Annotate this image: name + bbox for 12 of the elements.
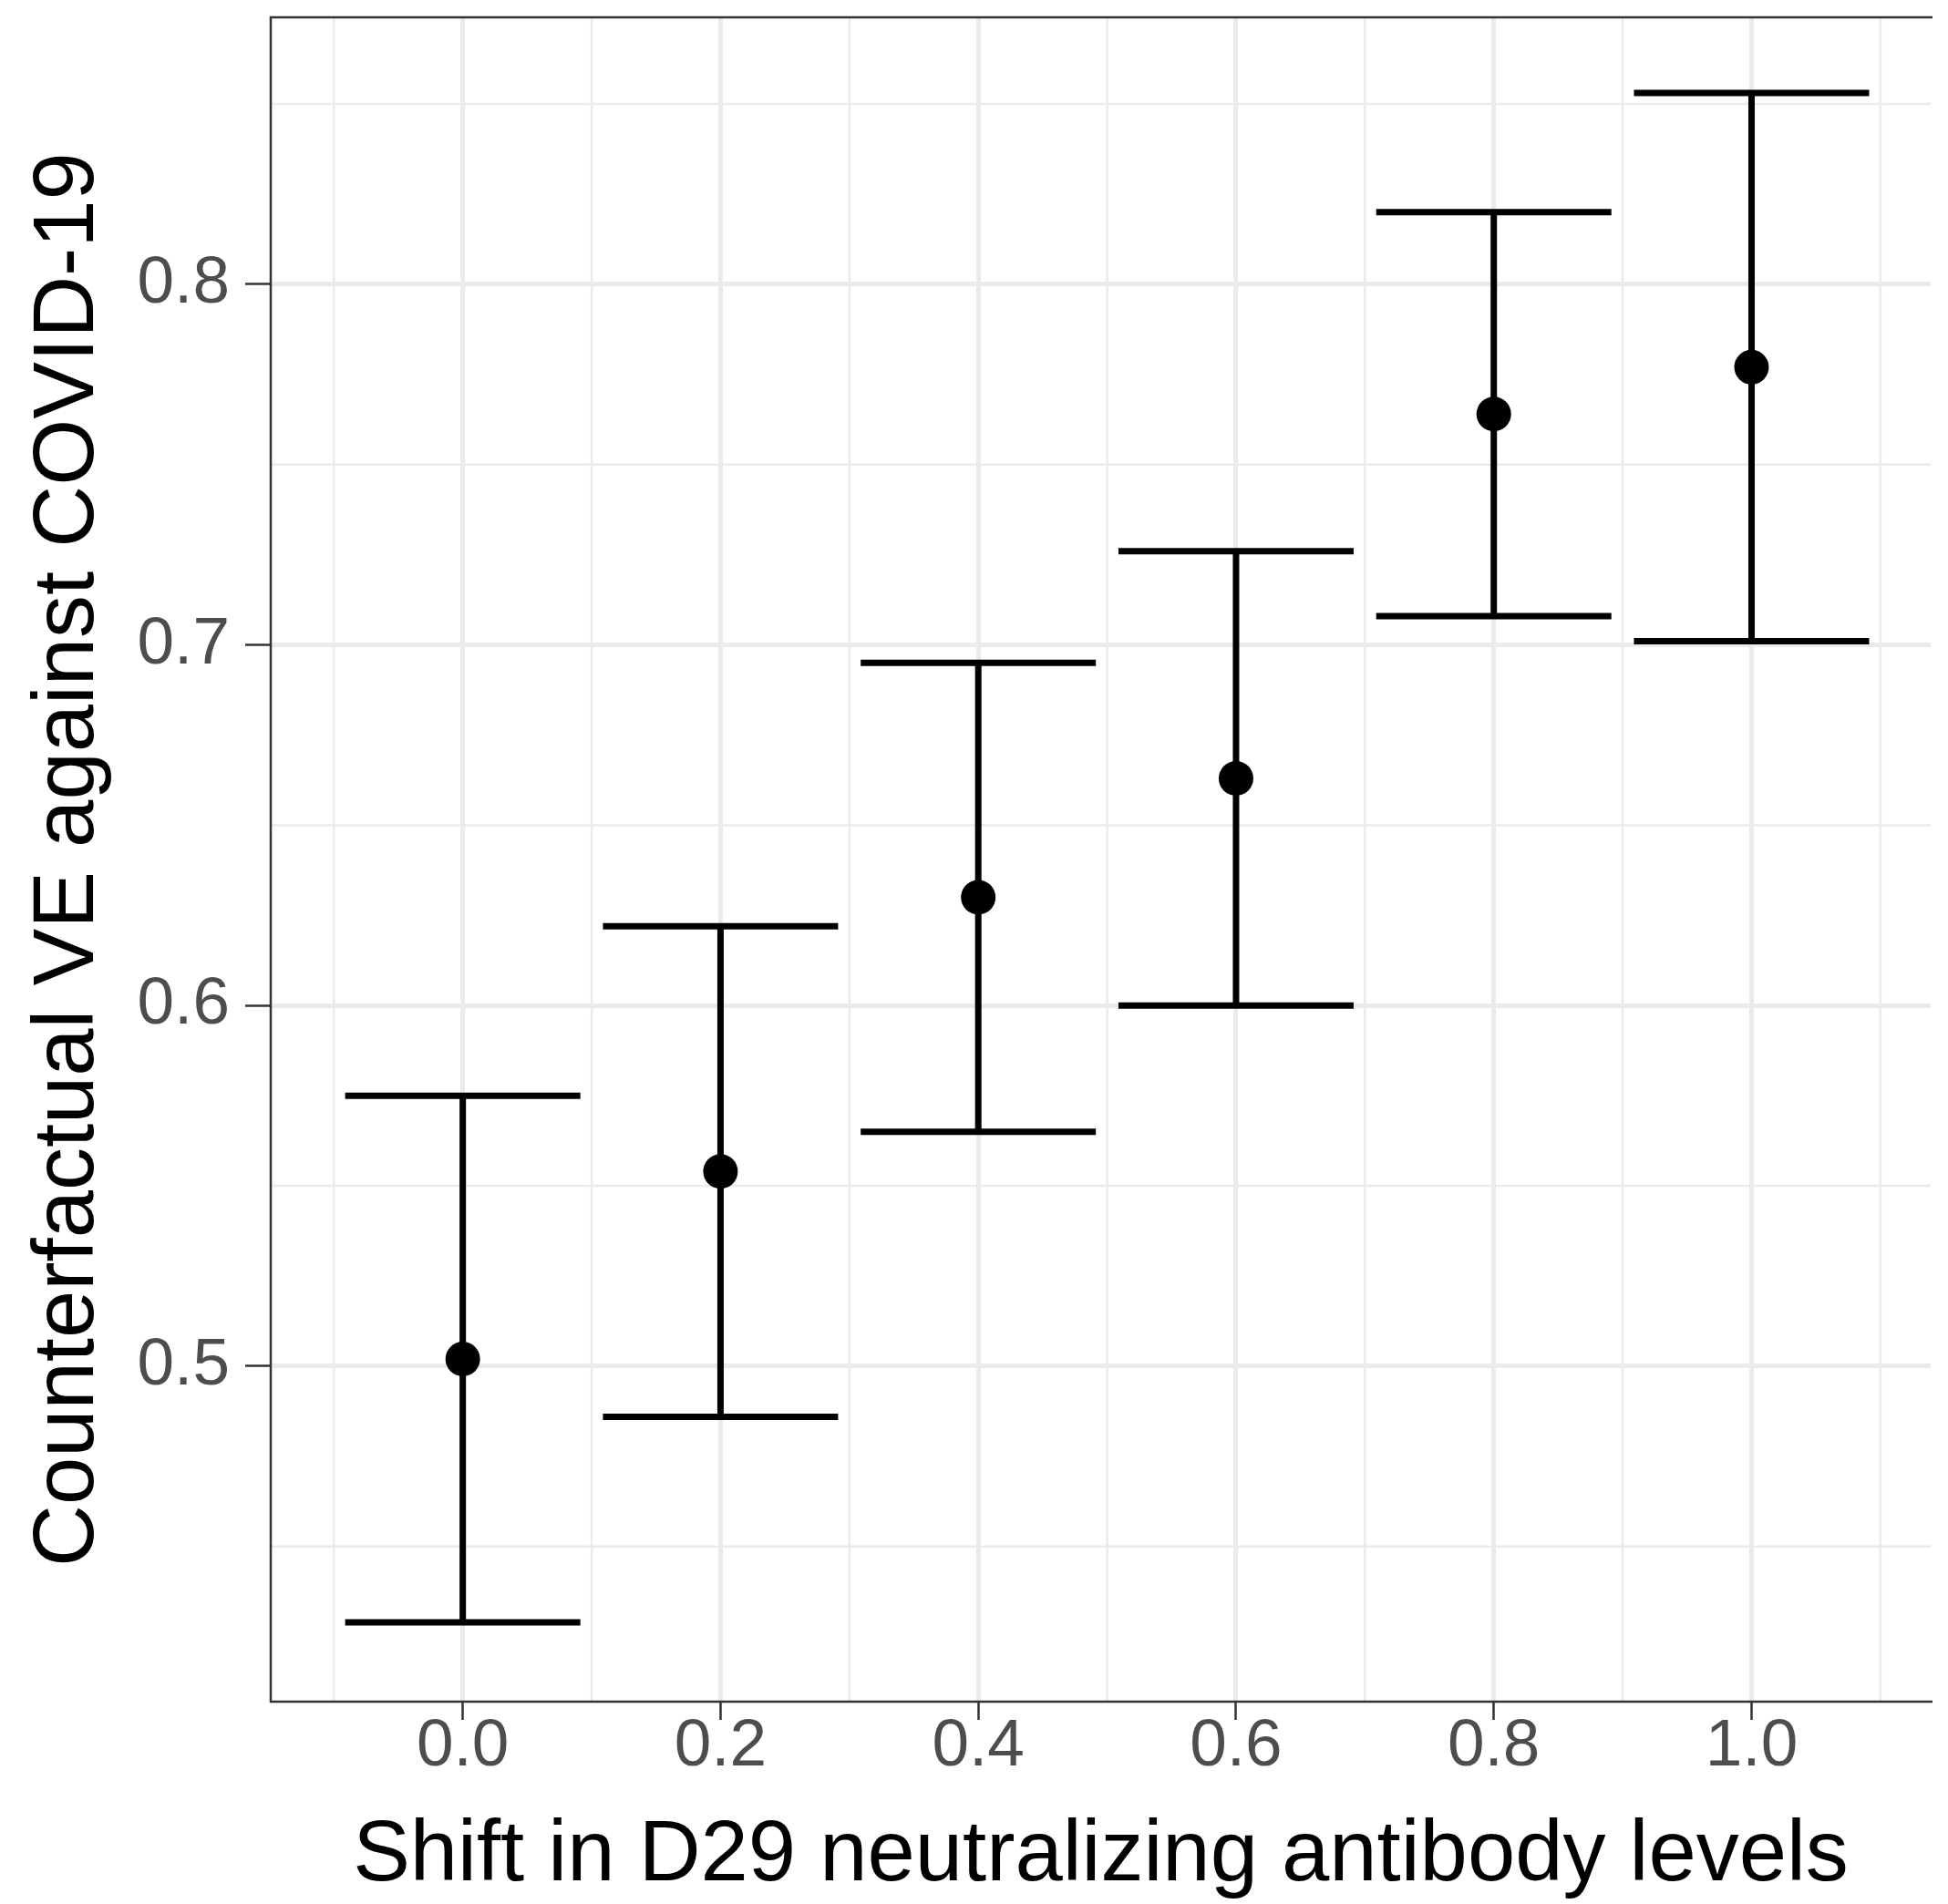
y-tick-label: 0.7 bbox=[137, 602, 230, 677]
x-tick-label: 1.0 bbox=[1705, 1704, 1799, 1779]
x-tick-label: 0.0 bbox=[416, 1704, 510, 1779]
y-tick-label: 0.6 bbox=[137, 963, 230, 1038]
y-tick-label: 0.8 bbox=[137, 242, 230, 316]
y-tick-label: 0.5 bbox=[137, 1324, 230, 1399]
x-tick-label: 0.8 bbox=[1447, 1704, 1541, 1779]
x-tick-label: 0.2 bbox=[674, 1704, 768, 1779]
x-tick-label: 0.6 bbox=[1190, 1704, 1283, 1779]
x-axis-title: Shift in D29 neutralizing antibody levels bbox=[353, 1802, 1849, 1899]
x-tick-label: 0.4 bbox=[932, 1704, 1025, 1779]
y-axis-title: Counterfactual VE against COVID-19 bbox=[15, 152, 112, 1567]
